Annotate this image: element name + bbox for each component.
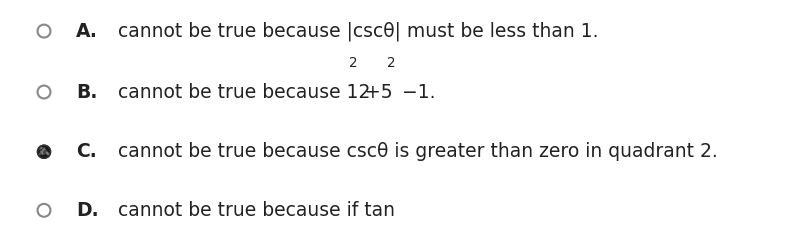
Ellipse shape bbox=[43, 153, 46, 155]
Ellipse shape bbox=[40, 151, 43, 153]
Ellipse shape bbox=[44, 147, 46, 149]
Text: cannot be true because |cscθ| must be less than 1.: cannot be true because |cscθ| must be le… bbox=[118, 21, 599, 41]
Text: 2: 2 bbox=[386, 56, 395, 70]
Text: cannot be true because if tan: cannot be true because if tan bbox=[118, 201, 395, 220]
Ellipse shape bbox=[42, 148, 46, 152]
Text: C.: C. bbox=[76, 142, 97, 161]
Ellipse shape bbox=[46, 152, 49, 154]
Ellipse shape bbox=[38, 145, 50, 158]
Ellipse shape bbox=[42, 153, 44, 155]
Text: +5: +5 bbox=[359, 82, 393, 102]
Ellipse shape bbox=[42, 152, 44, 154]
Ellipse shape bbox=[38, 148, 41, 150]
Ellipse shape bbox=[40, 150, 43, 153]
Ellipse shape bbox=[40, 147, 42, 149]
Ellipse shape bbox=[42, 149, 45, 152]
Text: 2: 2 bbox=[350, 56, 358, 70]
Ellipse shape bbox=[42, 149, 44, 151]
Text: B.: B. bbox=[76, 82, 98, 102]
Ellipse shape bbox=[42, 150, 43, 152]
Ellipse shape bbox=[44, 150, 47, 153]
Text: cannot be true because 12: cannot be true because 12 bbox=[118, 82, 370, 102]
Ellipse shape bbox=[41, 147, 43, 149]
Ellipse shape bbox=[43, 148, 45, 149]
Ellipse shape bbox=[40, 151, 42, 153]
Ellipse shape bbox=[46, 152, 48, 154]
Ellipse shape bbox=[46, 151, 48, 154]
Text: cannot be true because cscθ is greater than zero in quadrant 2.: cannot be true because cscθ is greater t… bbox=[118, 142, 718, 161]
Ellipse shape bbox=[46, 153, 50, 156]
Ellipse shape bbox=[42, 151, 46, 154]
Ellipse shape bbox=[38, 153, 41, 155]
Text: A.: A. bbox=[76, 22, 98, 41]
Text: D.: D. bbox=[76, 201, 98, 220]
Text: −1.: −1. bbox=[396, 82, 436, 102]
Ellipse shape bbox=[42, 153, 43, 155]
Ellipse shape bbox=[42, 153, 45, 155]
Ellipse shape bbox=[42, 148, 45, 151]
